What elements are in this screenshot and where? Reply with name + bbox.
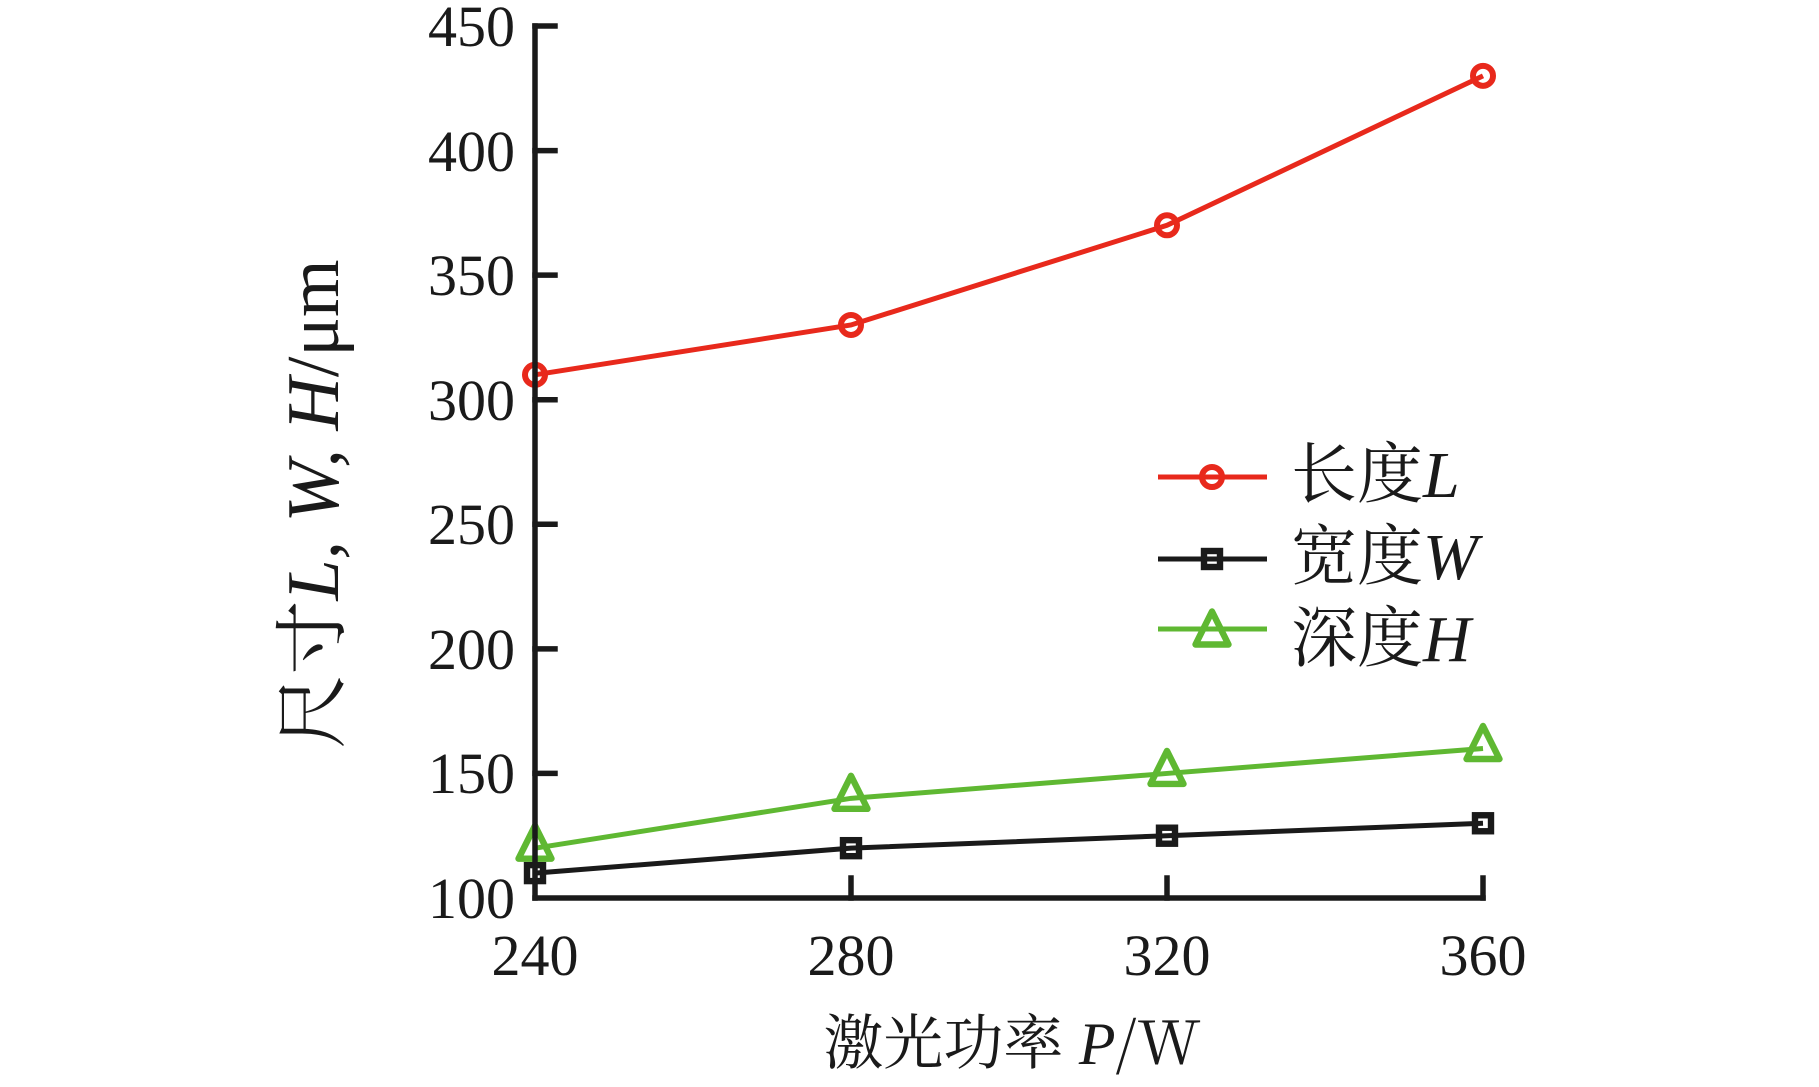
svg-text:320: 320 bbox=[1124, 923, 1211, 988]
svg-text:400: 400 bbox=[428, 119, 515, 184]
svg-text:350: 350 bbox=[428, 243, 515, 308]
svg-text:300: 300 bbox=[428, 368, 515, 433]
svg-text:280: 280 bbox=[808, 923, 895, 988]
svg-text:100: 100 bbox=[428, 866, 515, 931]
svg-text:200: 200 bbox=[428, 617, 515, 682]
svg-text:250: 250 bbox=[428, 492, 515, 557]
svg-text:450: 450 bbox=[428, 0, 515, 59]
svg-text:激光功率 P/W: 激光功率 P/W bbox=[823, 996, 1200, 1082]
svg-text:240: 240 bbox=[492, 923, 579, 988]
svg-text:150: 150 bbox=[428, 741, 515, 806]
svg-text:360: 360 bbox=[1440, 923, 1527, 988]
